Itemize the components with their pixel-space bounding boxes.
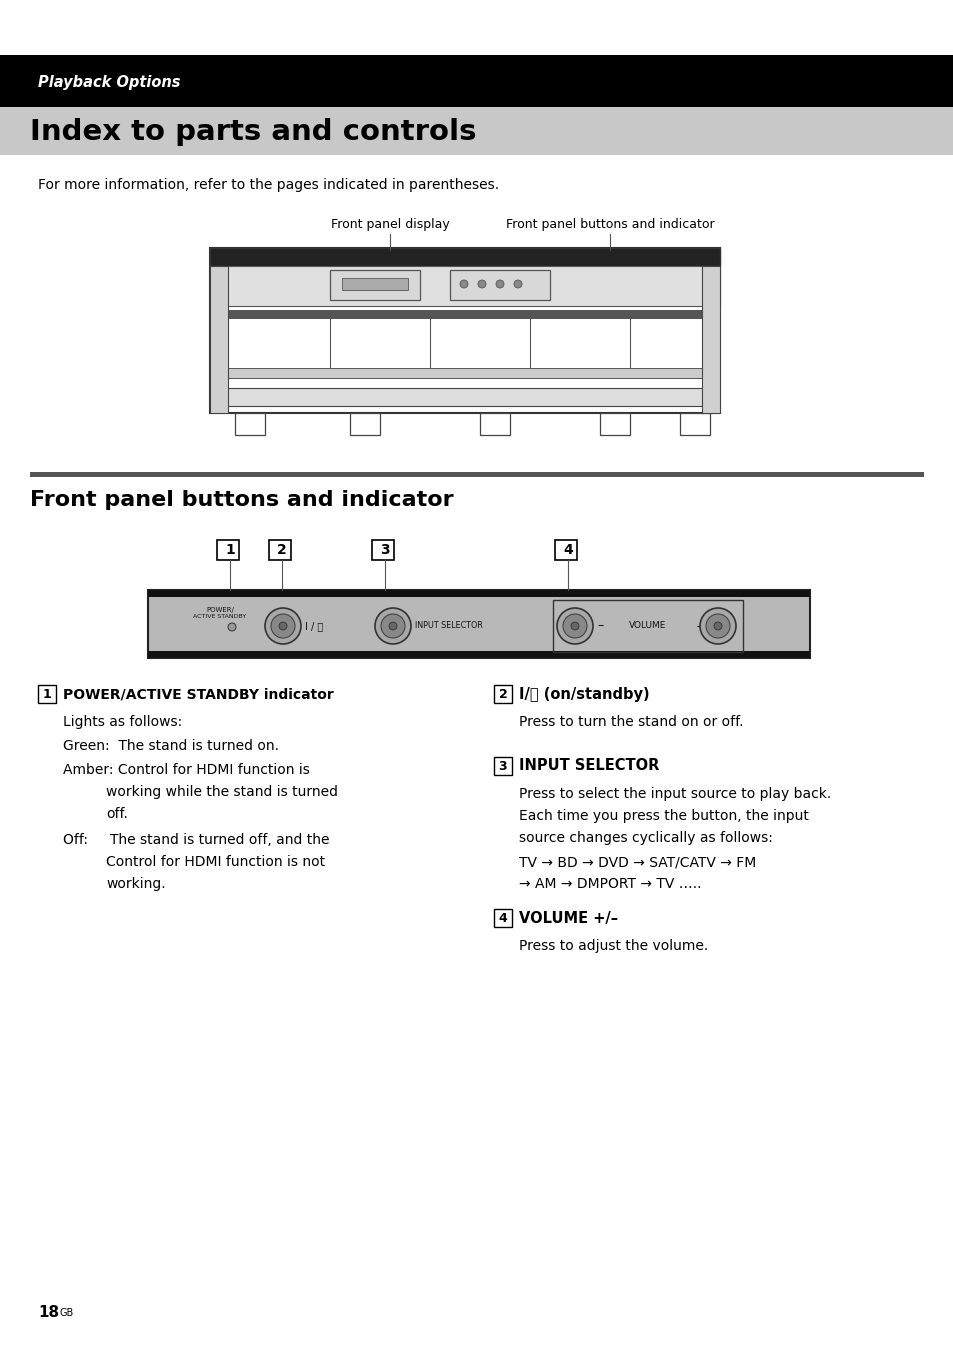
Text: INPUT SELECTOR: INPUT SELECTOR <box>518 758 659 773</box>
Text: For more information, refer to the pages indicated in parentheses.: For more information, refer to the pages… <box>38 178 498 192</box>
Text: off.: off. <box>106 807 128 821</box>
Circle shape <box>562 614 586 638</box>
Bar <box>210 266 228 412</box>
Text: Playback Options: Playback Options <box>38 74 180 89</box>
Bar <box>553 600 742 652</box>
Text: Front panel buttons and indicator: Front panel buttons and indicator <box>30 489 453 510</box>
Text: Lights as follows:: Lights as follows: <box>63 715 182 729</box>
Text: 2: 2 <box>276 544 287 557</box>
Text: 18: 18 <box>38 1305 59 1320</box>
Text: Amber: Control for HDMI function is: Amber: Control for HDMI function is <box>63 763 310 777</box>
Text: Each time you press the button, the input: Each time you press the button, the inpu… <box>518 808 808 823</box>
Bar <box>218 368 711 379</box>
Bar <box>234 412 265 435</box>
Bar <box>330 270 419 300</box>
Bar <box>0 107 953 155</box>
Text: –: – <box>597 619 602 633</box>
Bar <box>0 55 953 107</box>
Text: POWER/: POWER/ <box>206 607 233 612</box>
Text: VOLUME: VOLUME <box>629 622 666 630</box>
Bar <box>450 270 550 300</box>
Text: TV → BD → DVD → SAT/CATV → FM: TV → BD → DVD → SAT/CATV → FM <box>518 854 756 869</box>
Circle shape <box>228 623 235 631</box>
Text: Control for HDMI function is not: Control for HDMI function is not <box>106 854 325 869</box>
Bar <box>269 539 291 560</box>
Bar <box>218 310 711 318</box>
Circle shape <box>557 608 593 644</box>
Bar <box>341 279 408 289</box>
Bar <box>216 539 239 560</box>
Text: 4: 4 <box>562 544 572 557</box>
Text: 3: 3 <box>380 544 390 557</box>
Circle shape <box>713 622 721 630</box>
Bar <box>479 412 510 435</box>
Text: 1: 1 <box>43 688 51 700</box>
Bar <box>494 685 512 703</box>
Circle shape <box>278 622 287 630</box>
Text: I/⏻ (on/standby): I/⏻ (on/standby) <box>518 687 649 702</box>
Bar <box>38 685 56 703</box>
Bar <box>30 472 923 477</box>
Text: 1: 1 <box>225 544 234 557</box>
Circle shape <box>700 608 735 644</box>
Bar <box>599 412 629 435</box>
Text: working.: working. <box>106 877 166 891</box>
Bar <box>148 589 809 598</box>
Text: Index to parts and controls: Index to parts and controls <box>30 118 476 146</box>
Circle shape <box>514 280 521 288</box>
Bar <box>494 757 512 775</box>
Bar <box>148 652 809 658</box>
Text: Green:  The stand is turned on.: Green: The stand is turned on. <box>63 740 278 753</box>
Text: Press to turn the stand on or off.: Press to turn the stand on or off. <box>518 715 742 729</box>
Text: 2: 2 <box>498 688 507 700</box>
Bar <box>210 247 720 266</box>
Bar <box>555 539 577 560</box>
Text: GB: GB <box>60 1307 74 1318</box>
Bar <box>210 247 720 412</box>
Circle shape <box>459 280 468 288</box>
Text: ACTIVE STANDBY: ACTIVE STANDBY <box>193 615 247 619</box>
Circle shape <box>705 614 729 638</box>
Bar <box>701 266 720 412</box>
Circle shape <box>477 280 485 288</box>
Bar <box>148 589 809 658</box>
Text: Front panel buttons and indicator: Front panel buttons and indicator <box>505 218 714 231</box>
Circle shape <box>265 608 301 644</box>
Text: Off:     The stand is turned off, and the: Off: The stand is turned off, and the <box>63 833 329 846</box>
Text: VOLUME +/–: VOLUME +/– <box>518 910 618 926</box>
Circle shape <box>271 614 294 638</box>
Text: → AM → DMPORT → TV …..: → AM → DMPORT → TV ….. <box>518 877 700 891</box>
Text: 4: 4 <box>498 911 507 925</box>
Text: +: + <box>695 619 705 633</box>
Bar <box>218 388 711 406</box>
Bar <box>679 412 709 435</box>
Bar <box>372 539 394 560</box>
Text: INPUT SELECTOR: INPUT SELECTOR <box>415 622 482 630</box>
Bar <box>350 412 379 435</box>
Bar <box>494 909 512 927</box>
Circle shape <box>380 614 405 638</box>
Text: POWER/ACTIVE STANDBY indicator: POWER/ACTIVE STANDBY indicator <box>63 687 334 700</box>
Circle shape <box>571 622 578 630</box>
Text: I / ⏻: I / ⏻ <box>305 621 323 631</box>
Text: source changes cyclically as follows:: source changes cyclically as follows: <box>518 831 772 845</box>
Circle shape <box>496 280 503 288</box>
Circle shape <box>389 622 396 630</box>
Bar <box>210 266 720 306</box>
Text: Press to select the input source to play back.: Press to select the input source to play… <box>518 787 830 800</box>
Text: Press to adjust the volume.: Press to adjust the volume. <box>518 940 707 953</box>
Text: Front panel display: Front panel display <box>331 218 449 231</box>
Text: 3: 3 <box>498 760 507 772</box>
Circle shape <box>375 608 411 644</box>
Text: working while the stand is turned: working while the stand is turned <box>106 786 337 799</box>
